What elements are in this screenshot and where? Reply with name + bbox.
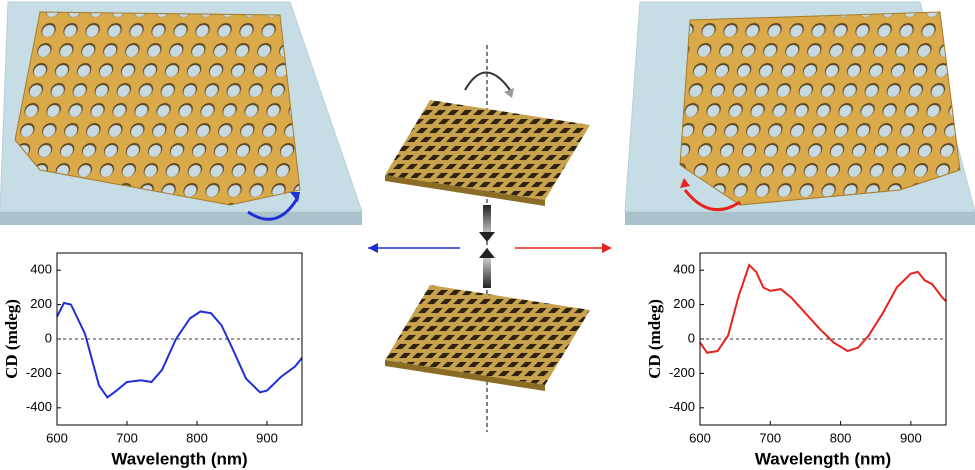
x-tick-label: 900 bbox=[900, 430, 922, 445]
y-tick-label: -200 bbox=[26, 365, 52, 380]
plot-frame bbox=[56, 252, 303, 426]
y-axis-label: CD (mdeg) bbox=[2, 299, 21, 379]
y-tick-label: 0 bbox=[45, 330, 52, 345]
left-sample bbox=[0, 1, 363, 225]
x-axis-label: Wavelength (nm) bbox=[111, 449, 247, 468]
center-schematic bbox=[368, 45, 612, 432]
y-tick-label: 0 bbox=[688, 330, 695, 345]
x-axis-label: Wavelength (nm) bbox=[755, 449, 891, 468]
cd-curve bbox=[699, 263, 947, 354]
y-tick-label: 400 bbox=[30, 262, 52, 277]
y-tick-label: 400 bbox=[673, 262, 695, 277]
y-tick-label: -400 bbox=[669, 399, 695, 414]
plot-frame bbox=[699, 252, 947, 426]
cd-curve bbox=[56, 301, 303, 399]
right-sample bbox=[624, 1, 975, 225]
x-tick-label: 600 bbox=[46, 430, 68, 445]
x-tick-label: 700 bbox=[116, 430, 138, 445]
x-tick-label: 600 bbox=[689, 430, 711, 445]
y-tick-label: -200 bbox=[669, 365, 695, 380]
y-tick-label: 200 bbox=[673, 296, 695, 311]
y-tick-label: 200 bbox=[30, 296, 52, 311]
x-tick-label: 800 bbox=[830, 430, 852, 445]
x-tick-label: 900 bbox=[256, 430, 278, 445]
x-tick-label: 800 bbox=[186, 430, 208, 445]
x-tick-label: 700 bbox=[759, 430, 781, 445]
y-tick-label: -400 bbox=[26, 399, 52, 414]
y-axis-label: CD (mdeg) bbox=[645, 299, 664, 379]
